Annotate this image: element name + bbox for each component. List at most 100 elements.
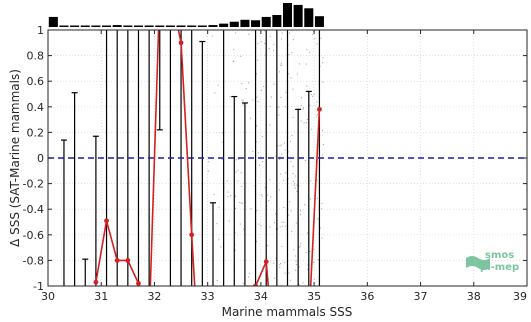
scatter-dot	[256, 241, 258, 243]
scatter-dot	[234, 249, 236, 251]
scatter-dot	[316, 101, 318, 103]
scatter-dot	[312, 33, 314, 35]
scatter-dot	[255, 141, 257, 143]
scatter-dot	[250, 117, 252, 119]
x-tick-label: 36	[360, 290, 374, 303]
y-tick-label: 0.2	[27, 126, 45, 139]
scatter-dot	[317, 259, 319, 261]
scatter-dot	[248, 82, 250, 84]
scatter-dot	[269, 124, 271, 126]
scatter-dot	[289, 201, 291, 203]
scatter-dot	[292, 173, 294, 175]
scatter-dot	[242, 282, 244, 284]
histogram-bar	[293, 4, 303, 27]
scatter-dot	[290, 210, 292, 212]
scatter-dot	[261, 195, 263, 197]
scatter-dot	[258, 223, 260, 225]
mean-point	[263, 259, 269, 265]
scatter-dot	[221, 141, 223, 143]
scatter-dot	[288, 272, 290, 274]
scatter-dot	[218, 206, 220, 208]
scatter-dot	[316, 115, 318, 117]
scatter-dot	[290, 77, 292, 79]
scatter-dot	[295, 263, 297, 265]
scatter-dot	[281, 64, 283, 66]
scatter-dot	[274, 222, 276, 224]
scatter-dot	[316, 113, 318, 115]
scatter-dot	[248, 33, 250, 35]
histogram-bar	[208, 25, 218, 27]
scatter-dot	[235, 159, 237, 161]
scatter-dot	[307, 264, 309, 266]
scatter-dot	[269, 105, 271, 107]
scatter-dot	[278, 106, 280, 108]
scatter-dot	[281, 245, 283, 247]
scatter-dot	[260, 225, 262, 227]
scatter-dot	[214, 92, 216, 94]
scatter-dot	[319, 227, 321, 229]
scatter-dot	[288, 54, 290, 56]
x-tick-label: 30	[41, 290, 55, 303]
scatter-dot	[281, 32, 283, 34]
scatter-dot	[292, 116, 294, 118]
histogram-bar	[102, 25, 112, 27]
scatter-dot	[316, 197, 318, 199]
mean-point	[253, 283, 258, 286]
y-tick-label: 0.8	[27, 50, 45, 63]
histogram-bar	[165, 25, 175, 27]
logo: smos pi-mep	[466, 250, 519, 273]
scatter-dot	[227, 191, 229, 193]
scatter-dot	[228, 220, 230, 222]
y-tick-label: 0	[37, 152, 44, 165]
scatter-dot	[237, 169, 239, 171]
scatter-dot	[321, 62, 323, 64]
histogram-bar	[123, 25, 133, 27]
scatter-dot	[240, 55, 242, 57]
scatter-dot	[232, 60, 234, 62]
y-tick-labels: -1 -0.8 -0.6 -0.4 -0.2 0 0.2 0.4 0.6 0.8 1	[23, 24, 44, 293]
scatter-dot	[322, 57, 324, 59]
scatter-dot	[298, 284, 300, 286]
scatter-dot	[267, 194, 269, 196]
scatter-dot	[247, 276, 249, 278]
scatter-dot	[279, 145, 281, 147]
ticks	[47, 29, 528, 287]
scatter-dot	[281, 221, 283, 223]
scatter-dot	[304, 160, 306, 162]
scatter-dot	[313, 93, 315, 95]
scatter-dot	[294, 255, 296, 257]
scatter-dot	[242, 104, 244, 106]
histogram-bar	[261, 16, 271, 27]
histogram-bar	[251, 20, 261, 27]
scatter-dot	[248, 273, 250, 275]
scatter-dot	[280, 262, 282, 264]
scatter-dot	[306, 85, 308, 87]
histogram-bar	[112, 25, 122, 27]
scatter-dot	[262, 160, 264, 162]
scatter-dot	[296, 73, 298, 75]
scatter-dot	[279, 159, 281, 161]
scatter-dot	[285, 172, 287, 174]
scatter-dot	[238, 158, 240, 160]
scatter-dot	[261, 89, 263, 91]
scatter-dot	[285, 91, 287, 93]
mean-point	[104, 218, 109, 224]
scatter-dot	[256, 210, 258, 212]
scatter-dot	[296, 184, 298, 186]
scatter-dot	[233, 61, 235, 63]
scatter-dot	[280, 38, 282, 40]
scatter-dot	[298, 246, 300, 248]
scatter-dot	[299, 245, 301, 247]
scatter-dot	[240, 202, 242, 204]
scatter-dot	[275, 258, 277, 260]
scatter-dot	[284, 142, 286, 144]
histogram-bar	[314, 16, 324, 27]
scatter-dot	[313, 261, 315, 263]
scatter-dot	[295, 269, 297, 271]
scatter-dot	[280, 64, 282, 66]
scatter-dot	[299, 214, 301, 216]
scatter-dot	[282, 179, 284, 181]
histogram-bar	[240, 19, 250, 27]
scatter-dot	[302, 108, 304, 110]
